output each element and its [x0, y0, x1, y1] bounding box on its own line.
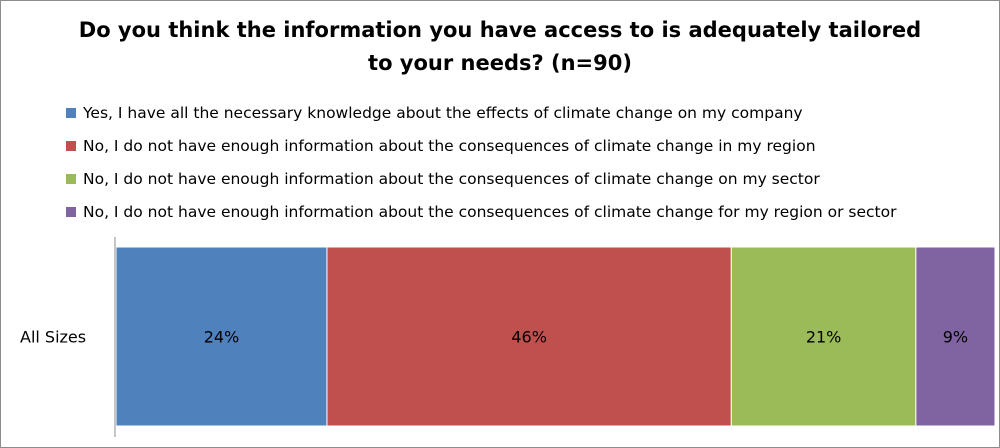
chart-title-line-1: Do you think the information you have ac… — [78, 18, 922, 42]
legend-swatch — [66, 107, 76, 118]
legend-swatch — [66, 173, 76, 184]
bar-segment-3 — [915, 246, 996, 427]
legend-label: No, I do not have enough information abo… — [83, 169, 820, 188]
legend-item-yes-all-knowledge: Yes, I have all the necessary knowledge … — [66, 96, 896, 129]
data-label-1: 46% — [511, 328, 547, 347]
legend-label: Yes, I have all the necessary knowledge … — [83, 103, 803, 122]
category-label: All Sizes — [20, 328, 86, 347]
chart-legend: Yes, I have all the necessary knowledge … — [66, 96, 896, 228]
data-label-0: 24% — [204, 328, 240, 347]
legend-item-no-region-or-sector: No, I do not have enough information abo… — [66, 195, 896, 228]
legend-swatch — [66, 206, 76, 217]
legend-item-no-sector: No, I do not have enough information abo… — [66, 162, 896, 195]
chart-title-line-2: to your needs? (n=90) — [368, 51, 632, 75]
legend-label: No, I do not have enough information abo… — [83, 136, 816, 155]
chart-title: Do you think the information you have ac… — [0, 14, 1000, 80]
legend-item-no-region: No, I do not have enough information abo… — [66, 129, 896, 162]
bar-segment-1 — [326, 246, 732, 427]
bar-segment-2 — [730, 246, 917, 427]
legend-swatch — [66, 140, 76, 151]
legend-label: No, I do not have enough information abo… — [83, 202, 897, 221]
data-label-2: 21% — [806, 328, 842, 347]
data-label-3: 9% — [943, 328, 968, 347]
